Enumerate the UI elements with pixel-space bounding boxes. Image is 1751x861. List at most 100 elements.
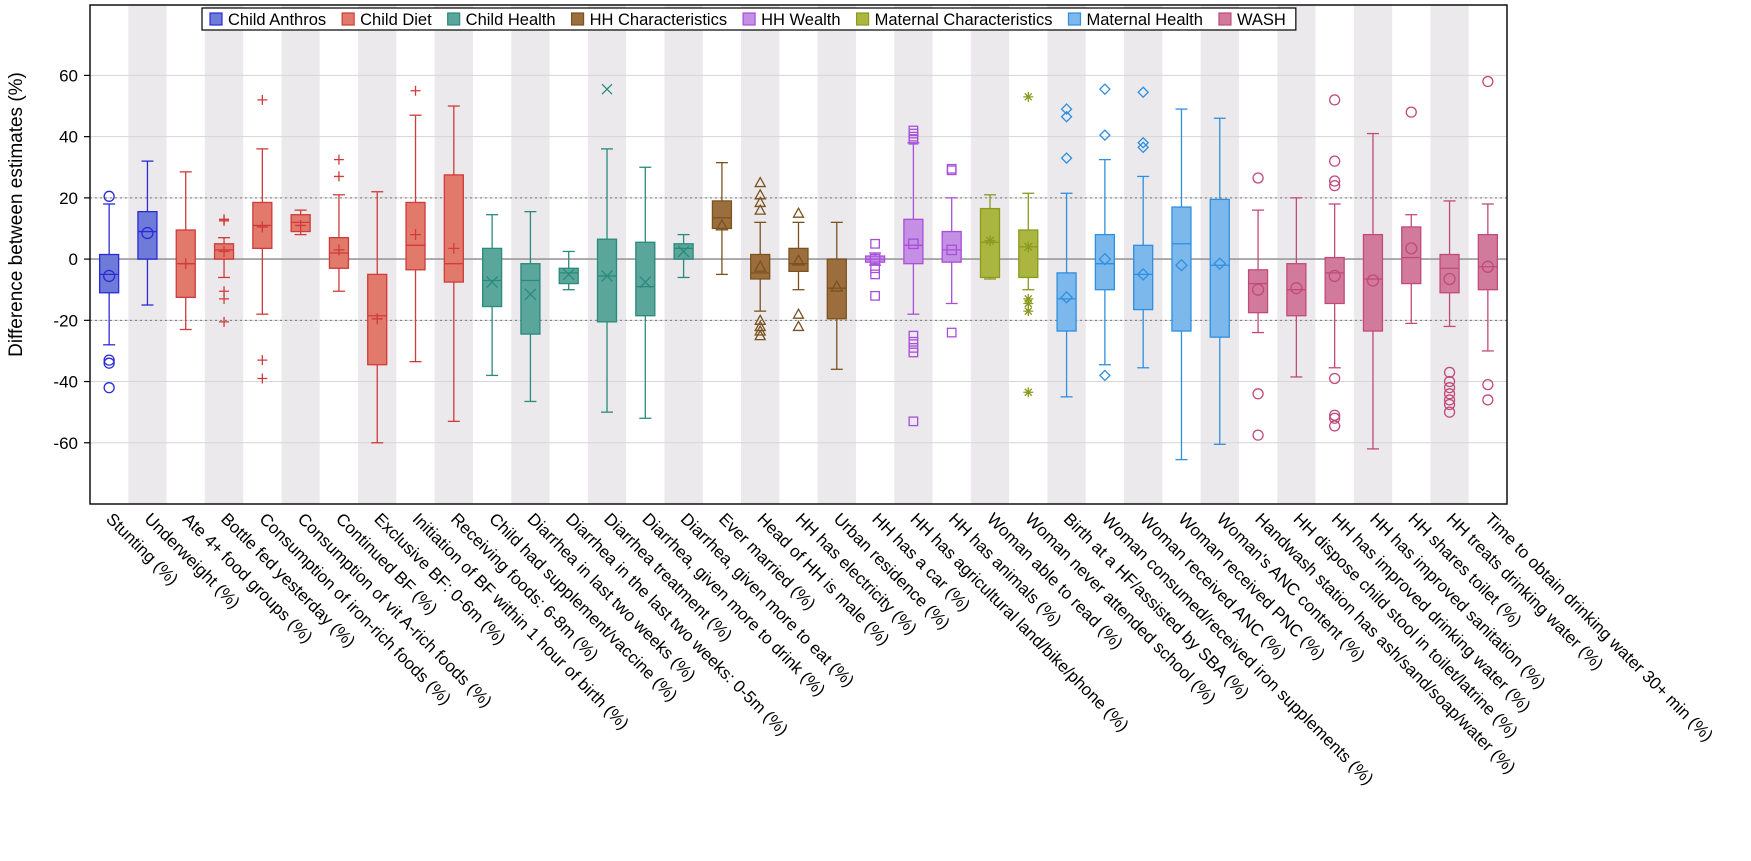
outlier-marker xyxy=(754,329,767,341)
outlier-marker xyxy=(103,357,115,369)
outlier-marker xyxy=(1482,394,1494,406)
mean-marker xyxy=(102,269,116,283)
mean-marker xyxy=(410,229,422,241)
box-31 xyxy=(1247,172,1269,441)
box-37 xyxy=(1477,75,1499,406)
box-21 xyxy=(864,238,886,301)
mean-marker xyxy=(984,235,996,247)
outlier-marker xyxy=(1443,382,1456,394)
outlier-marker xyxy=(792,320,805,332)
outlier-marker xyxy=(1443,388,1456,400)
iqr-box xyxy=(558,267,579,285)
mean-marker xyxy=(1136,267,1150,281)
mean-marker xyxy=(562,268,575,281)
outlier-marker xyxy=(103,382,115,394)
box-35 xyxy=(1401,106,1422,325)
box-24 xyxy=(979,194,1001,280)
outlier-marker xyxy=(1023,91,1034,102)
box-8 xyxy=(367,191,388,444)
y-tick-label: -20 xyxy=(53,311,78,330)
outlier-marker xyxy=(1443,366,1456,379)
box-34 xyxy=(1362,132,1384,450)
box-19 xyxy=(788,206,809,332)
legend-swatch xyxy=(1218,12,1232,26)
box-16 xyxy=(673,233,694,279)
legend-label: Maternal Health xyxy=(1086,11,1202,29)
outlier-marker xyxy=(1098,369,1111,382)
mean-marker xyxy=(830,279,844,292)
box-5 xyxy=(252,94,273,384)
box-26 xyxy=(1056,103,1077,398)
y-axis: -60 -40 -20 0 20 40 60 xyxy=(53,66,90,453)
outlier-marker xyxy=(946,163,957,174)
iqr-box xyxy=(1477,233,1499,291)
mean-marker xyxy=(1175,258,1188,272)
mean-marker xyxy=(333,244,345,256)
box-3 xyxy=(175,171,196,331)
outlier-marker xyxy=(870,238,880,249)
legend-item: Child Health xyxy=(447,11,556,29)
iqr-box xyxy=(1362,233,1384,332)
mean-marker xyxy=(1251,283,1265,296)
mean-marker xyxy=(715,218,729,231)
outlier-marker xyxy=(870,263,880,274)
outlier-marker xyxy=(1482,75,1494,88)
legend-item: Maternal Health xyxy=(1067,11,1203,29)
outlier-marker xyxy=(1443,398,1456,411)
band-5 xyxy=(281,5,320,504)
y-tick-label: 20 xyxy=(59,189,78,208)
outlier-marker xyxy=(333,171,344,182)
y-axis-label: Difference between estimates (%) xyxy=(6,72,27,357)
outlier-marker xyxy=(1098,129,1111,142)
mean-marker xyxy=(753,259,767,272)
outlier-marker xyxy=(1023,298,1034,309)
iqr-box xyxy=(750,253,771,280)
outlier-marker xyxy=(946,327,957,338)
outlier-marker xyxy=(1329,155,1341,167)
box-20 xyxy=(826,221,847,370)
outlier-marker xyxy=(870,290,880,301)
mean-marker xyxy=(218,245,230,257)
outlier-marker xyxy=(257,373,268,384)
iqr-box xyxy=(596,238,618,323)
iqr-box xyxy=(481,247,503,308)
box-2 xyxy=(137,160,158,306)
outlier-marker xyxy=(1023,306,1034,317)
box-18 xyxy=(750,176,771,341)
outlier-marker xyxy=(1137,141,1150,154)
outlier-marker xyxy=(908,416,919,427)
outlier-marker xyxy=(1329,420,1341,432)
mean-marker xyxy=(677,245,690,258)
outlier-marker xyxy=(908,347,919,358)
mean-marker xyxy=(1443,272,1456,286)
iqr-box xyxy=(1094,233,1116,291)
outlier-marker xyxy=(1137,136,1150,149)
legend-swatch xyxy=(447,12,461,26)
box-17 xyxy=(711,162,733,276)
outlier-marker xyxy=(908,330,919,341)
mean-marker xyxy=(141,226,154,240)
outlier-marker xyxy=(219,316,230,327)
iqr-box xyxy=(1247,269,1269,314)
outlier-marker xyxy=(1023,387,1034,398)
iqr-box xyxy=(1133,244,1154,311)
legend: Child Anthros Child Diet Child Health HH Ch… xyxy=(201,7,1297,31)
outlier-marker xyxy=(754,203,767,215)
outlier-marker xyxy=(1329,175,1341,187)
box-13 xyxy=(558,250,579,291)
iqr-box xyxy=(1171,206,1192,332)
box-27 xyxy=(1094,83,1116,382)
iqr-box xyxy=(137,210,158,260)
box-4 xyxy=(213,214,235,327)
outlier-marker xyxy=(1060,110,1073,123)
outlier-marker xyxy=(1060,152,1073,164)
outlier-marker xyxy=(754,176,767,188)
outlier-marker xyxy=(1443,406,1456,418)
legend-swatch xyxy=(341,12,355,26)
box-10 xyxy=(443,105,464,422)
box-32 xyxy=(1286,197,1307,378)
outlier-marker xyxy=(1329,179,1341,192)
outlier-marker xyxy=(103,190,115,202)
box-series xyxy=(98,75,1499,461)
